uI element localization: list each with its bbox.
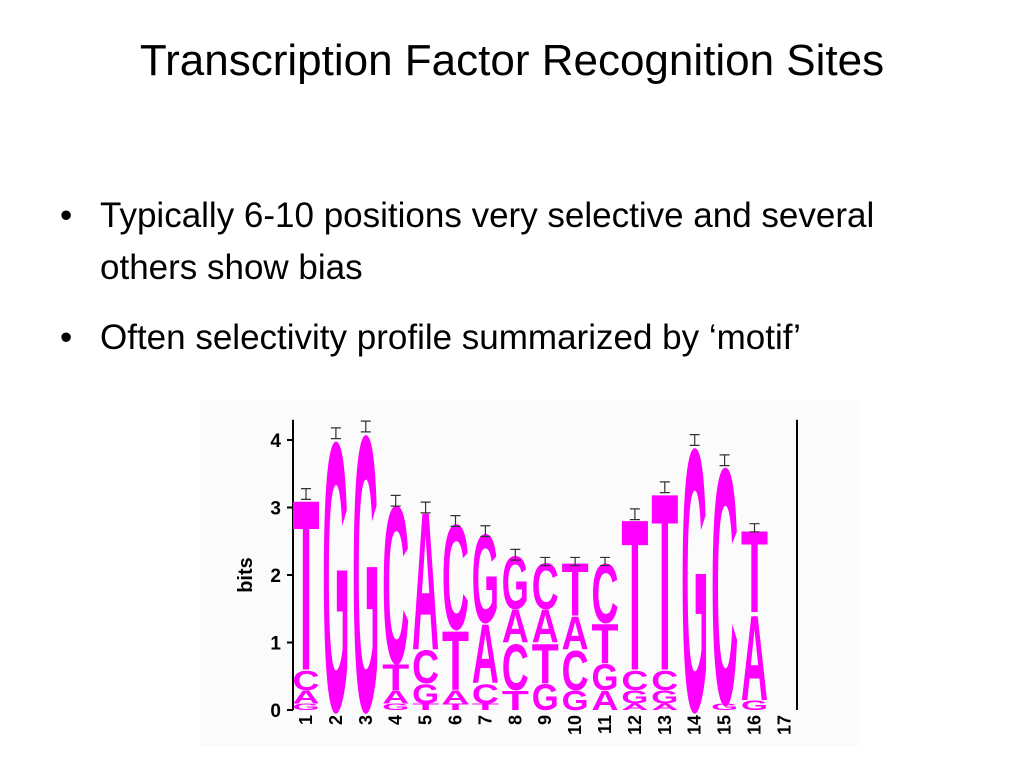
bullet: Often selectivity profile summarized by … [60,312,970,364]
error-bar [600,556,610,567]
logo-letter: G [621,687,648,708]
bullet: Typically 6-10 positions very selective … [60,190,970,294]
error-bar [570,556,581,567]
x-tick-label: 6 [446,715,466,725]
logo-letter: A [502,601,529,653]
y-axis-label: bits [235,557,257,593]
error-bar [689,434,700,446]
logo-letter: T [532,634,559,696]
logo-letter: G [412,679,439,710]
x-tick-label: 12 [625,715,645,735]
x-tick-label: 14 [685,715,705,735]
logo-letter: A [592,685,619,716]
x-tick-label: 1 [296,715,316,725]
logo-letter: C [651,665,678,696]
logo-letter: C [472,679,499,710]
logo-letter: T [472,701,499,712]
error-bar [330,427,341,440]
y-tick-label: 1 [270,634,281,655]
logo-letter: G [651,687,678,708]
error-bar [629,508,640,521]
x-tick-label: 2 [326,715,346,725]
logo-letter: T [442,614,469,708]
logo-letter: C [711,400,738,746]
x-tick-label: 13 [655,715,675,735]
logo-letter: G [352,400,379,746]
logo-letter: A [562,607,589,659]
logo-letter: C [412,641,439,693]
logo-letter: C [621,665,648,696]
logo-letter: A [532,601,559,653]
y-tick-label: 3 [270,499,281,520]
logo-letter: G [711,701,738,712]
logo-letter: T [592,613,619,675]
error-bar [390,494,401,507]
error-bar [749,523,760,533]
logo-letter: A [382,687,409,708]
logo-letter: A [442,687,469,708]
logo-letter: A [621,701,648,712]
logo-letter: G [681,400,708,746]
logo-letter: G [592,656,619,698]
x-tick-label: 7 [475,715,495,725]
error-bar [420,501,431,514]
x-tick-label: 9 [535,715,555,725]
logo-letter: A [472,607,499,701]
error-bar [360,420,371,433]
logo-letter: T [382,656,409,698]
error-bar [510,548,521,561]
x-tick-label: 5 [416,715,436,725]
error-bar [301,488,311,500]
logo-letter: C [562,640,589,702]
logo-letter: G [532,676,559,718]
logo-background [200,400,860,746]
y-tick-label: 2 [270,566,281,587]
logo-letter: T [412,701,439,712]
logo-letter: A [293,687,320,708]
logo-letter: C [293,665,320,696]
error-bar [719,454,730,467]
x-tick-label: 8 [505,715,525,725]
error-bar [450,515,461,527]
x-tick-label: 3 [356,715,376,725]
x-tick-label: 16 [745,715,765,735]
x-tick-label: 4 [386,715,406,725]
logo-letter: T [502,685,529,716]
logo-letter: G [562,685,589,716]
logo-letter: G [293,701,320,712]
x-tick-label: 11 [595,715,615,734]
error-bar [659,481,670,494]
slide-title: Transcription Factor Recognition Sites [139,36,885,85]
error-bar [480,525,491,538]
x-tick-label: 15 [715,715,735,735]
logo-letter: G [382,701,409,712]
logo-letter: G [322,400,349,746]
logo-letter: A [741,590,768,727]
y-tick-label: 0 [270,701,281,722]
x-tick-label: 10 [565,715,585,735]
logo-letter: C [502,632,529,704]
y-tick-label: 4 [270,431,281,452]
logo-letter: T [442,701,469,712]
error-bar [540,556,551,567]
x-tick-label: 17 [774,715,794,735]
logo-letter: A [651,701,678,712]
logo-letter: G [741,697,768,713]
